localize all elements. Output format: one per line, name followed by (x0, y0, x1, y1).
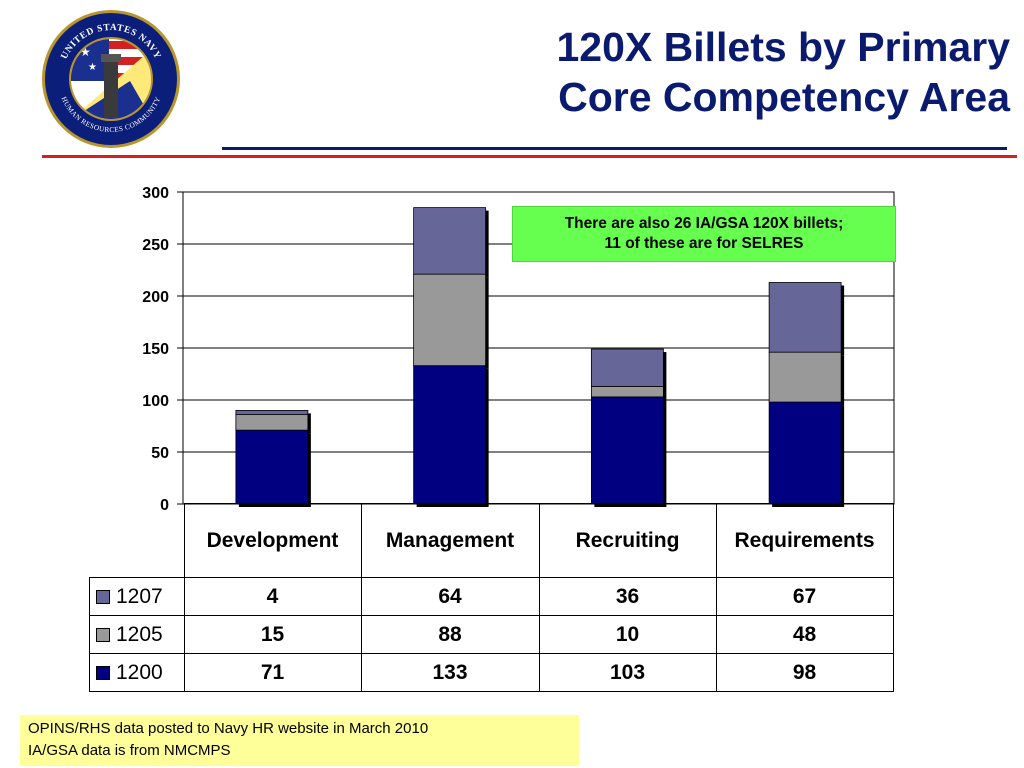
table-cell: 48 (715, 615, 894, 654)
bar-segment-1200 (768, 401, 842, 505)
table-cell: 4 (183, 577, 362, 616)
table-cell: 10 (538, 615, 717, 654)
bar-segment-1205 (768, 351, 842, 403)
page-title-line-1: 120X Billets by Primary (556, 24, 1010, 70)
category-label: Requirements (715, 503, 894, 578)
table-cell: 98 (715, 653, 894, 692)
y-tick-label: 250 (142, 237, 169, 254)
svg-text:★: ★ (80, 45, 91, 59)
callout-line-1: There are also 26 IA/GSA 120X billets; (564, 215, 844, 232)
callout-line-2: 11 of these are for SELRES (604, 235, 804, 252)
legend-key-1205: 1205 (89, 615, 185, 654)
table-category-row: Development Management Recruiting Requir… (89, 503, 894, 578)
billets-callout: There are also 26 IA/GSA 120X billets; 1… (512, 206, 896, 262)
bar-segment-1205 (413, 273, 487, 367)
series-name: 1205 (116, 622, 163, 646)
legend-swatch-1207 (96, 589, 110, 604)
y-tick-label: 200 (142, 289, 169, 306)
table-row: 1200 71 133 103 98 (89, 653, 894, 692)
category-label: Recruiting (538, 503, 717, 578)
chart-bars (235, 207, 845, 507)
table-cell: 67 (715, 577, 894, 616)
title-rule-blue (222, 147, 1007, 150)
y-tick-label: 150 (142, 341, 169, 358)
legend-key-1207: 1207 (89, 577, 185, 616)
y-tick-label: 300 (142, 185, 169, 202)
table-cell: 88 (360, 615, 540, 654)
data-source-footnote: OPINS/RHS data posted to Navy HR website… (20, 715, 579, 766)
bar-segment-1207 (590, 348, 664, 387)
navy-hr-community-seal: ★ ★ ★ UNITED STATES NAVY HUMAN RESOURCES… (40, 8, 182, 150)
bar-segment-1200 (413, 365, 487, 505)
footnote-line-1: OPINS/RHS data posted to Navy HR website… (28, 720, 429, 737)
bar-segment-1207 (235, 409, 309, 415)
table-cell: 71 (183, 653, 362, 692)
table-corner-cell (89, 503, 185, 578)
chart-data-table: Development Management Recruiting Requir… (89, 503, 894, 692)
seal-graphic: ★ ★ ★ UNITED STATES NAVY HUMAN RESOURCES… (42, 10, 180, 148)
title-rule-red-right (222, 155, 1017, 158)
bar-segment-1207 (413, 207, 487, 275)
footnote-line-2: IA/GSA data is from NMCMPS (28, 742, 231, 759)
bar-segment-1200 (590, 396, 664, 505)
bar-segment-1205 (235, 414, 309, 431)
table-cell: 103 (538, 653, 717, 692)
table-cell: 133 (360, 653, 540, 692)
svg-text:★: ★ (76, 87, 86, 99)
table-cell: 64 (360, 577, 540, 616)
bar-segment-1200 (235, 429, 309, 505)
table-row: 1207 4 64 36 67 (89, 577, 894, 616)
category-label: Development (183, 503, 362, 578)
series-name: 1200 (116, 660, 163, 684)
y-tick-label: 100 (142, 393, 169, 410)
legend-key-1200: 1200 (89, 653, 185, 692)
series-name: 1207 (116, 584, 163, 608)
bar-segment-1205 (590, 386, 664, 398)
legend-swatch-1200 (96, 665, 110, 680)
table-row: 1205 15 88 10 48 (89, 615, 894, 654)
bar-segment-1207 (768, 282, 842, 353)
table-cell: 36 (538, 577, 717, 616)
legend-swatch-1205 (96, 627, 110, 642)
title-rule-red (42, 155, 222, 158)
table-cell: 15 (183, 615, 362, 654)
page-title-line-2: Core Competency Area (558, 74, 1010, 120)
svg-text:★: ★ (88, 62, 97, 73)
page-title: 120X Billets by Primary Core Competency … (410, 22, 1010, 122)
category-label: Management (360, 503, 540, 578)
y-tick-label: 50 (151, 445, 169, 462)
